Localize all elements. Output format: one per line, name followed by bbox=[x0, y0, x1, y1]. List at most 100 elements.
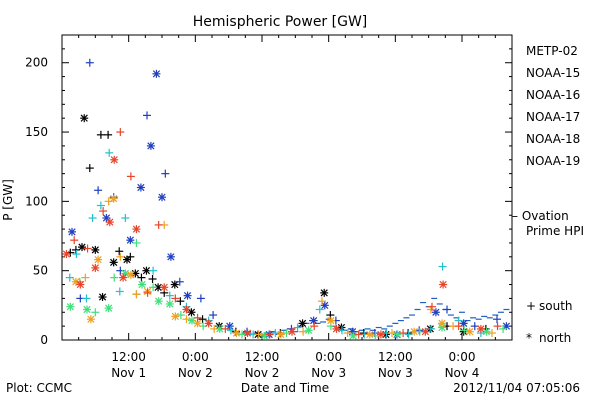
plot-area bbox=[61, 34, 513, 341]
point-noaa-19 bbox=[110, 155, 119, 164]
point-noaa-19 bbox=[221, 324, 230, 333]
plot-frame bbox=[61, 34, 513, 341]
point-noaa-19 bbox=[454, 322, 463, 331]
legend-ovation-line2: Prime HPI bbox=[526, 224, 584, 238]
point-noaa-19 bbox=[354, 330, 363, 339]
y-tick-label: 150 bbox=[25, 125, 48, 139]
point-noaa-19 bbox=[493, 322, 502, 331]
x-tick-time-label: 0:00 bbox=[182, 350, 209, 364]
chart-title: Hemispheric Power [GW] bbox=[193, 14, 368, 30]
point-noaa-19 bbox=[204, 319, 213, 328]
point-noaa-15 bbox=[143, 111, 151, 120]
point-noaa-16 bbox=[121, 214, 130, 222]
point-noaa-15 bbox=[196, 294, 205, 303]
plot-credit: Plot: CCMC bbox=[6, 381, 72, 395]
point-noaa-18 bbox=[81, 273, 90, 282]
point-noaa-15 bbox=[126, 236, 135, 245]
legend-marker-south-label: south bbox=[539, 299, 573, 313]
point-noaa-19 bbox=[428, 302, 436, 311]
point-noaa-17 bbox=[238, 330, 246, 339]
point-noaa-18 bbox=[365, 330, 374, 339]
point-metp-02 bbox=[80, 114, 89, 123]
point-noaa-19 bbox=[91, 263, 100, 272]
point-noaa-15 bbox=[320, 301, 329, 310]
point-noaa-19 bbox=[288, 327, 296, 336]
point-metp-02 bbox=[198, 315, 207, 324]
point-noaa-17 bbox=[349, 331, 358, 340]
x-tick-time-label: 0:00 bbox=[449, 350, 476, 364]
point-noaa-17 bbox=[460, 326, 469, 335]
point-noaa-18 bbox=[109, 194, 118, 203]
point-metp-02 bbox=[98, 293, 107, 302]
point-noaa-16 bbox=[65, 273, 74, 282]
point-noaa-17 bbox=[138, 280, 146, 289]
point-noaa-18 bbox=[132, 290, 141, 299]
point-metp-02 bbox=[148, 275, 157, 283]
point-noaa-15 bbox=[158, 193, 166, 202]
point-noaa-16 bbox=[105, 148, 114, 157]
x-tick-date-label: Nov 2 bbox=[178, 366, 213, 380]
point-noaa-18 bbox=[326, 316, 335, 325]
point-noaa-17 bbox=[393, 330, 402, 339]
point-noaa-19 bbox=[376, 330, 385, 339]
point-noaa-17 bbox=[282, 329, 291, 338]
point-metp-02 bbox=[187, 308, 196, 317]
point-noaa-18 bbox=[254, 330, 263, 339]
point-noaa-15 bbox=[502, 322, 511, 331]
plot-timestamp: 2012/11/04 07:05:06 bbox=[453, 381, 580, 395]
point-noaa-19 bbox=[62, 250, 71, 259]
point-metp-02 bbox=[85, 164, 94, 173]
point-metp-02 bbox=[78, 243, 86, 252]
legend-item-noaa-16: NOAA-16 bbox=[526, 88, 580, 102]
x-tick-time-label: 12:00 bbox=[378, 350, 413, 364]
x-tick-time-label: 12:00 bbox=[111, 350, 146, 364]
point-noaa-17 bbox=[371, 331, 380, 340]
x-tick-date-label: Nov 3 bbox=[311, 366, 346, 380]
point-metp-02 bbox=[298, 319, 307, 328]
y-tick-label: 200 bbox=[25, 56, 48, 70]
x-tick-date-label: Nov 2 bbox=[245, 366, 280, 380]
legend-ovation-line1: – Ovation bbox=[512, 209, 569, 223]
point-noaa-18 bbox=[488, 329, 496, 338]
point-metp-02 bbox=[176, 297, 185, 306]
point-noaa-16 bbox=[165, 291, 174, 300]
point-noaa-16 bbox=[338, 326, 346, 335]
point-noaa-17 bbox=[154, 297, 163, 306]
point-noaa-19 bbox=[399, 329, 408, 338]
point-noaa-18 bbox=[182, 315, 191, 324]
point-noaa-18 bbox=[318, 297, 326, 306]
legend-item-noaa-19: NOAA-19 bbox=[526, 154, 580, 168]
point-noaa-18 bbox=[410, 327, 419, 336]
point-noaa-19 bbox=[332, 324, 341, 333]
point-metp-02 bbox=[104, 130, 113, 139]
point-noaa-19 bbox=[439, 280, 448, 289]
point-noaa-18 bbox=[171, 312, 180, 321]
legend-item-noaa-17: NOAA-17 bbox=[526, 110, 580, 124]
point-noaa-16 bbox=[438, 262, 447, 271]
data-points-layer bbox=[62, 58, 511, 340]
point-noaa-15 bbox=[225, 322, 234, 331]
point-noaa-15 bbox=[175, 277, 184, 286]
point-metp-02 bbox=[91, 245, 100, 254]
point-noaa-15 bbox=[459, 319, 468, 328]
y-tick-label: 50 bbox=[33, 264, 48, 278]
point-noaa-19 bbox=[476, 324, 485, 333]
point-noaa-17 bbox=[304, 326, 313, 335]
x-tick-time-label: 12:00 bbox=[245, 350, 280, 364]
point-noaa-19 bbox=[243, 329, 252, 338]
point-noaa-15 bbox=[152, 69, 161, 78]
point-noaa-18 bbox=[438, 319, 446, 328]
x-tick-date-label: Nov 1 bbox=[111, 366, 146, 380]
point-noaa-18 bbox=[86, 315, 95, 324]
point-noaa-15 bbox=[443, 305, 451, 314]
legend-marker-north-label: north bbox=[539, 331, 571, 345]
point-noaa-19 bbox=[143, 288, 152, 297]
point-noaa-19 bbox=[99, 207, 108, 216]
legend-item-metp-02: METP-02 bbox=[526, 44, 578, 58]
point-noaa-16 bbox=[271, 329, 280, 338]
point-noaa-18 bbox=[71, 277, 80, 286]
point-noaa-15 bbox=[85, 58, 94, 67]
y-tick-label: 100 bbox=[25, 194, 48, 208]
point-noaa-19 bbox=[83, 244, 92, 253]
